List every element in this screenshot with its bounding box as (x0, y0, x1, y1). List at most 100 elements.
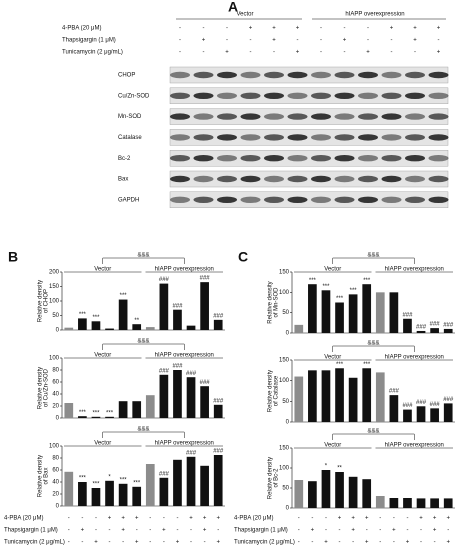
bar (145, 464, 155, 506)
treatment-sign: + (216, 516, 220, 522)
blot-band (405, 196, 425, 203)
blot-band (217, 155, 237, 162)
y-tick-label: 100 (49, 444, 60, 450)
significance-label: ### (200, 380, 211, 386)
treatment-sign: - (163, 516, 165, 522)
blot-label: Mn-SOD (118, 114, 142, 120)
blot-band (358, 134, 378, 141)
significance-label: ### (172, 364, 183, 370)
treatment-sign: + (135, 540, 139, 546)
treatment-sign: - (447, 528, 449, 534)
treatment-sign: + (216, 540, 220, 546)
bar (132, 324, 142, 330)
blot-band (405, 134, 425, 141)
treatment-sign: - (68, 540, 70, 546)
significance-label: * (325, 464, 328, 470)
blot-band (334, 134, 355, 141)
treatment-sign: - (391, 38, 393, 44)
blot-band (170, 155, 190, 162)
treatment-sign: + (343, 38, 347, 44)
bar (91, 321, 101, 330)
bar (118, 483, 128, 506)
bar (132, 401, 142, 418)
treatment-sign: - (393, 540, 395, 546)
bracket-label: &&& (137, 253, 149, 259)
y-axis-label: Relative density (268, 457, 274, 499)
blot-label: Bc-2 (118, 156, 131, 162)
blot-band (170, 92, 190, 100)
y-tick-label: 50 (52, 313, 59, 319)
blot-band (334, 92, 355, 100)
bracket-label: &&& (137, 339, 149, 345)
treatment-sign: - (434, 540, 436, 546)
significance-label: ** (134, 318, 139, 324)
treatment-sign: - (179, 38, 181, 44)
y-tick-label: 0 (56, 328, 60, 334)
treatment-sign: + (419, 516, 423, 522)
blot-band (287, 134, 308, 141)
group-label: hIAPP overexpression (385, 443, 444, 449)
treatment-sign: - (122, 540, 124, 546)
blot-band (193, 196, 214, 203)
treatment-label: Tunicamycin (2 μg/mL) (62, 50, 123, 56)
treatment-sign: - (203, 26, 205, 32)
significance-label: ### (389, 389, 400, 395)
y-tick-label: 60 (52, 380, 59, 386)
bar (430, 328, 439, 333)
blot-band (405, 92, 425, 100)
blot-band (217, 175, 237, 183)
treatment-sign: + (433, 516, 437, 522)
blot-band (240, 175, 261, 183)
y-axis-label: of Bax (44, 467, 50, 484)
bracket (332, 345, 415, 352)
y-tick-label: 150 (279, 270, 290, 276)
treatment-sign: + (203, 516, 207, 522)
blot-band (287, 175, 308, 183)
treatment-sign: - (352, 540, 354, 546)
significance-label: ### (159, 277, 170, 283)
y-tick-label: 50 (282, 399, 289, 405)
treatment-sign: + (121, 528, 125, 534)
blot-band (193, 71, 214, 79)
treatment-sign: - (163, 540, 165, 546)
treatment-sign: + (392, 528, 396, 534)
treatment-label: Thapsigargin (1 μM) (234, 528, 288, 534)
bar (173, 370, 182, 418)
treatment-sign: + (324, 540, 328, 546)
y-tick-label: 150 (279, 446, 290, 452)
treatment-sign: - (379, 528, 381, 534)
significance-label: *** (92, 315, 100, 321)
bar (335, 368, 344, 422)
group-label: hIAPP overexpression (345, 12, 404, 18)
treatment-sign: + (135, 516, 139, 522)
treatment-sign: - (226, 26, 228, 32)
bar (132, 486, 142, 506)
significance-label: *** (106, 410, 114, 416)
blot-band (264, 175, 284, 183)
y-tick-label: 100 (49, 356, 60, 362)
treatment-sign: + (272, 38, 276, 44)
treatment-sign: - (149, 528, 151, 534)
significance-label: ### (159, 471, 170, 477)
blot-band (311, 113, 331, 120)
treatment-sign: + (176, 540, 180, 546)
bar (403, 318, 412, 333)
blot-band (264, 71, 284, 79)
treatment-sign: - (179, 50, 181, 56)
bar (159, 477, 169, 506)
panel-label: C (238, 249, 248, 265)
treatment-sign: + (272, 26, 276, 32)
significance-label: ### (159, 368, 170, 374)
treatment-sign: + (203, 528, 207, 534)
blot-band (381, 92, 402, 100)
significance-label: *** (322, 284, 330, 290)
treatment-sign: - (95, 516, 97, 522)
treatment-sign: - (297, 38, 299, 44)
significance-label: ** (337, 466, 342, 472)
significance-label: *** (350, 288, 358, 294)
blot-band (264, 92, 284, 100)
treatment-sign: + (406, 540, 410, 546)
bar (173, 309, 182, 330)
treatment-sign: + (351, 516, 355, 522)
blot-label: GAPDH (118, 197, 139, 203)
